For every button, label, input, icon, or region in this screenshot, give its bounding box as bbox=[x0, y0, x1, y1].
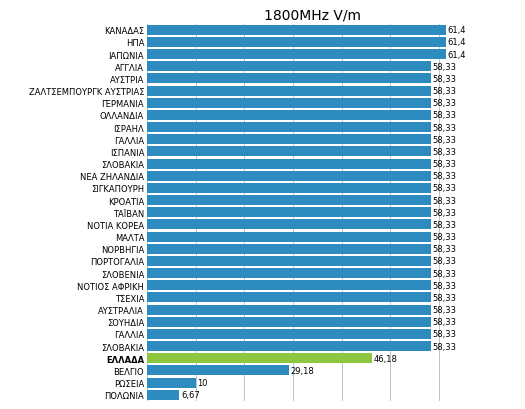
Text: 58,33: 58,33 bbox=[433, 220, 457, 229]
Bar bbox=[147, 353, 372, 363]
Bar bbox=[147, 50, 446, 60]
Text: 58,33: 58,33 bbox=[433, 63, 457, 72]
Bar bbox=[147, 293, 430, 303]
Text: 58,33: 58,33 bbox=[433, 160, 457, 169]
Text: 58,33: 58,33 bbox=[433, 293, 457, 302]
Title: 1800MHz V/m: 1800MHz V/m bbox=[264, 8, 361, 22]
Bar bbox=[147, 341, 430, 351]
Bar bbox=[147, 159, 430, 169]
Bar bbox=[147, 305, 430, 315]
Text: 58,33: 58,33 bbox=[433, 75, 457, 84]
Bar bbox=[147, 378, 196, 388]
Text: 29,18: 29,18 bbox=[291, 366, 314, 375]
Text: 58,33: 58,33 bbox=[433, 148, 457, 157]
Bar bbox=[147, 329, 430, 339]
Text: 58,33: 58,33 bbox=[433, 330, 457, 339]
Text: 58,33: 58,33 bbox=[433, 305, 457, 314]
Bar bbox=[147, 86, 430, 96]
Bar bbox=[147, 74, 430, 84]
Text: 61,4: 61,4 bbox=[448, 50, 466, 59]
Bar bbox=[147, 110, 430, 121]
Bar bbox=[147, 38, 446, 48]
Bar bbox=[147, 183, 430, 193]
Bar bbox=[147, 147, 430, 157]
Bar bbox=[147, 390, 180, 400]
Bar bbox=[147, 268, 430, 279]
Bar bbox=[147, 208, 430, 218]
Text: 61,4: 61,4 bbox=[448, 38, 466, 47]
Text: 46,18: 46,18 bbox=[374, 354, 397, 363]
Text: 58,33: 58,33 bbox=[433, 87, 457, 96]
Bar bbox=[147, 232, 430, 242]
Text: 58,33: 58,33 bbox=[433, 245, 457, 254]
Bar bbox=[147, 99, 430, 108]
Bar bbox=[147, 135, 430, 145]
Text: 58,33: 58,33 bbox=[433, 99, 457, 108]
Bar bbox=[147, 220, 430, 230]
Text: 58,33: 58,33 bbox=[433, 257, 457, 266]
Text: 58,33: 58,33 bbox=[433, 342, 457, 351]
Text: 58,33: 58,33 bbox=[433, 135, 457, 144]
Bar bbox=[147, 366, 289, 375]
Bar bbox=[147, 256, 430, 266]
Text: 58,33: 58,33 bbox=[433, 232, 457, 241]
Text: 58,33: 58,33 bbox=[433, 196, 457, 205]
Bar bbox=[147, 317, 430, 327]
Text: 6,67: 6,67 bbox=[182, 390, 200, 399]
Text: 58,33: 58,33 bbox=[433, 123, 457, 132]
Text: 58,33: 58,33 bbox=[433, 208, 457, 217]
Text: 58,33: 58,33 bbox=[433, 111, 457, 120]
Text: 58,33: 58,33 bbox=[433, 172, 457, 181]
Bar bbox=[147, 62, 430, 72]
Bar bbox=[147, 244, 430, 254]
Bar bbox=[147, 171, 430, 181]
Text: 58,33: 58,33 bbox=[433, 317, 457, 326]
Bar bbox=[147, 26, 446, 36]
Bar bbox=[147, 123, 430, 133]
Bar bbox=[147, 196, 430, 205]
Text: 58,33: 58,33 bbox=[433, 269, 457, 278]
Bar bbox=[147, 281, 430, 290]
Text: 61,4: 61,4 bbox=[448, 26, 466, 35]
Text: 58,33: 58,33 bbox=[433, 184, 457, 193]
Text: 10: 10 bbox=[197, 378, 208, 387]
Text: 58,33: 58,33 bbox=[433, 281, 457, 290]
